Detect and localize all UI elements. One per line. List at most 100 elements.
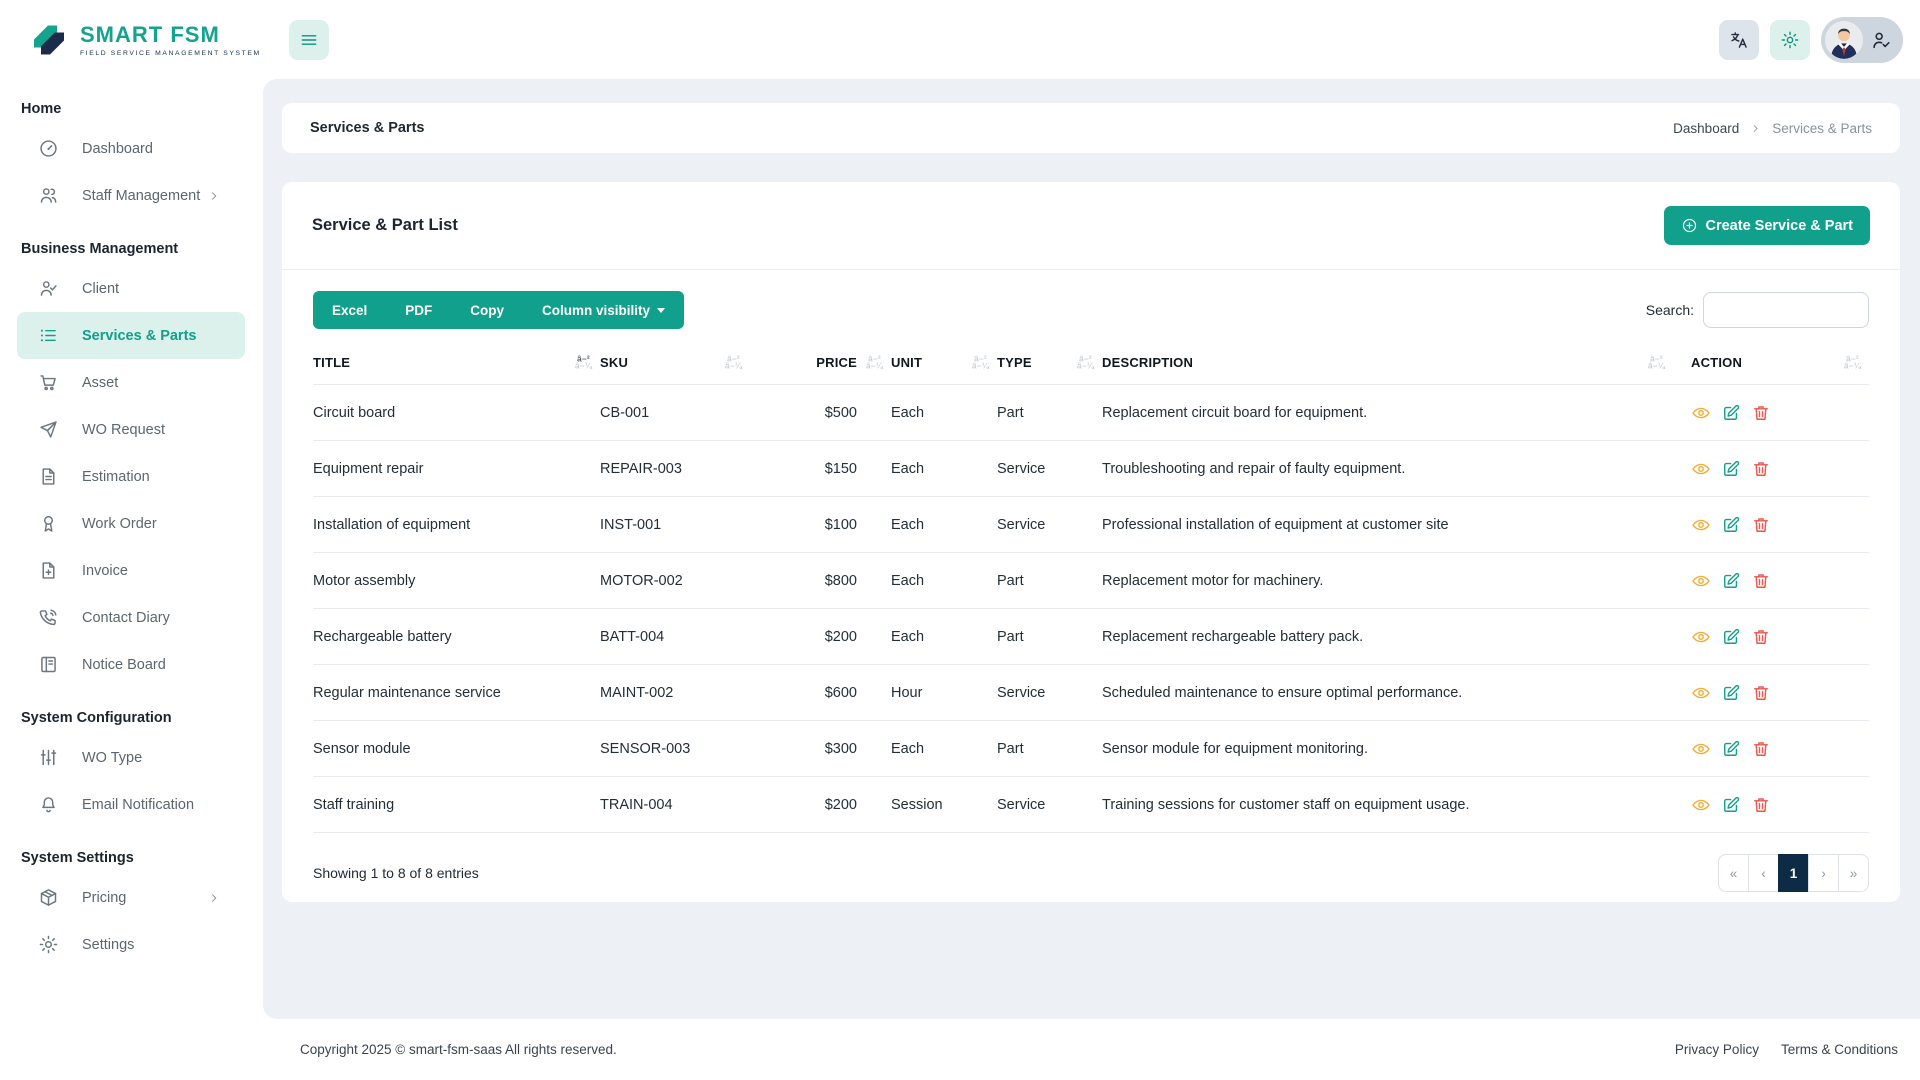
cell-price: $800: [750, 552, 891, 609]
file-lines-icon: [42, 468, 55, 485]
edit-button[interactable]: [1721, 459, 1741, 479]
settings-button[interactable]: [1770, 19, 1810, 60]
sidebar-item-notice-board[interactable]: Notice Board: [17, 641, 245, 688]
sidebar-item-pricing[interactable]: Pricing: [17, 874, 245, 921]
column-visibility-button[interactable]: Column visibility: [523, 291, 685, 329]
view-button[interactable]: [1691, 459, 1711, 479]
sidebar-item-asset[interactable]: Asset: [17, 359, 245, 406]
delete-button[interactable]: [1751, 459, 1771, 479]
view-button[interactable]: [1691, 403, 1711, 423]
delete-button[interactable]: [1751, 571, 1771, 591]
edit-button[interactable]: [1721, 627, 1741, 647]
sidebar-item-dashboard[interactable]: Dashboard: [17, 125, 245, 172]
sidebar-item-staff-management[interactable]: Staff Management: [17, 172, 245, 219]
export-copy-button[interactable]: Copy: [451, 291, 524, 329]
cell-unit: Each: [891, 720, 997, 777]
cell-action: [1673, 776, 1869, 833]
person-check-icon: [40, 281, 57, 296]
page-title: Services & Parts: [310, 120, 425, 136]
sidebar-item-email-notification[interactable]: Email Notification: [17, 781, 245, 828]
sidebar-item-wo-request[interactable]: WO Request: [17, 406, 245, 453]
pagination-page-1[interactable]: 1: [1778, 854, 1809, 892]
column-label: PRICE: [816, 355, 857, 370]
cell-price: $150: [750, 440, 891, 497]
cell-description: Sensor module for equipment monitoring.: [1102, 720, 1673, 777]
sort-icon: â–² â–¼: [1843, 353, 1861, 371]
view-button[interactable]: [1691, 683, 1711, 703]
view-button[interactable]: [1691, 571, 1711, 591]
edit-button[interactable]: [1721, 571, 1741, 591]
page-footer: Copyright 2025 © smart-fsm-saas All righ…: [263, 1019, 1920, 1080]
delete-button[interactable]: [1751, 627, 1771, 647]
edit-button[interactable]: [1721, 683, 1741, 703]
sidebar-item-settings[interactable]: Settings: [17, 921, 245, 968]
sidebar-item-client[interactable]: Client: [17, 265, 245, 312]
pagination-first[interactable]: «: [1718, 854, 1749, 892]
sidebar-item-label: Work Order: [82, 515, 157, 532]
sidebar-item-wo-type[interactable]: WO Type: [17, 734, 245, 781]
column-header-sku[interactable]: SKU â–² â–¼: [600, 341, 750, 385]
delete-button[interactable]: [1751, 739, 1771, 759]
sidebar-item-work-order[interactable]: Work Order: [17, 500, 245, 547]
pagination-prev[interactable]: ‹: [1748, 854, 1779, 892]
delete-button[interactable]: [1751, 795, 1771, 815]
sidebar-item-invoice[interactable]: Invoice: [17, 547, 245, 594]
copyright-text: Copyright 2025 © smart-fsm-saas All righ…: [300, 1042, 617, 1057]
column-header-action[interactable]: ACTION â–² â–¼: [1673, 341, 1869, 385]
export-pdf-button[interactable]: PDF: [386, 291, 452, 329]
export-pdf-label: PDF: [405, 302, 433, 318]
cell-action: [1673, 552, 1869, 609]
edit-icon: [1724, 404, 1740, 420]
column-header-unit[interactable]: UNIT â–² â–¼: [891, 341, 997, 385]
view-button[interactable]: [1691, 627, 1711, 647]
view-button[interactable]: [1691, 739, 1711, 759]
delete-button[interactable]: [1751, 403, 1771, 423]
view-button[interactable]: [1691, 795, 1711, 815]
table-footer: Showing 1 to 8 of 8 entries « ‹ 1 › »: [282, 833, 1900, 892]
edit-button[interactable]: [1721, 515, 1741, 535]
pagination-next[interactable]: ›: [1808, 854, 1839, 892]
column-header-price[interactable]: PRICE â–² â–¼: [750, 341, 891, 385]
edit-button[interactable]: [1721, 739, 1741, 759]
avatar: [1825, 20, 1863, 59]
eye-icon: [1692, 631, 1710, 642]
service-part-list-card: Service & Part List Create Service & Par…: [282, 182, 1900, 902]
column-header-type[interactable]: TYPE â–² â–¼: [997, 341, 1102, 385]
privacy-policy-link[interactable]: Privacy Policy: [1674, 1042, 1759, 1057]
cell-action: [1673, 384, 1869, 441]
column-header-title[interactable]: TITLE â–² â–¼: [313, 341, 600, 385]
profile-menu[interactable]: [1821, 16, 1903, 63]
export-excel-button[interactable]: Excel: [313, 291, 387, 329]
sidebar-item-estimation[interactable]: Estimation: [17, 453, 245, 500]
search-input[interactable]: [1703, 292, 1869, 328]
language-button[interactable]: [1719, 19, 1759, 60]
award-icon: [43, 515, 54, 532]
breadcrumb-dashboard[interactable]: Dashboard: [1673, 120, 1740, 136]
view-button[interactable]: [1691, 515, 1711, 535]
user-check-icon: [1873, 32, 1890, 48]
column-label: TYPE: [997, 355, 1032, 370]
hamburger-icon: [301, 34, 317, 45]
sidebar-item-services-parts[interactable]: Services & Parts: [17, 312, 245, 359]
phone-icon: [39, 609, 57, 626]
edit-button[interactable]: [1721, 403, 1741, 423]
sidebar-toggle-button[interactable]: [289, 19, 329, 60]
table-row: Sensor module SENSOR-003 $300 Each Part …: [313, 720, 1869, 777]
pagination: « ‹ 1 › »: [1718, 854, 1869, 892]
delete-button[interactable]: [1751, 515, 1771, 535]
cell-action: [1673, 440, 1869, 497]
send-icon: [40, 421, 57, 438]
cell-type: Service: [997, 776, 1102, 833]
sidebar-item-contact-diary[interactable]: Contact Diary: [17, 594, 245, 641]
create-service-part-button[interactable]: Create Service & Part: [1663, 206, 1870, 245]
sort-icon: â–² â–¼: [1076, 353, 1094, 371]
terms-conditions-link[interactable]: Terms & Conditions: [1780, 1042, 1898, 1057]
edit-button[interactable]: [1721, 795, 1741, 815]
delete-button[interactable]: [1751, 683, 1771, 703]
cell-title: Sensor module: [313, 720, 600, 777]
pagination-last[interactable]: »: [1838, 854, 1869, 892]
sidebar-item-label: Client: [82, 280, 120, 297]
cell-price: $600: [750, 664, 891, 721]
column-header-description[interactable]: DESCRIPTION â–² â–¼: [1102, 341, 1673, 385]
